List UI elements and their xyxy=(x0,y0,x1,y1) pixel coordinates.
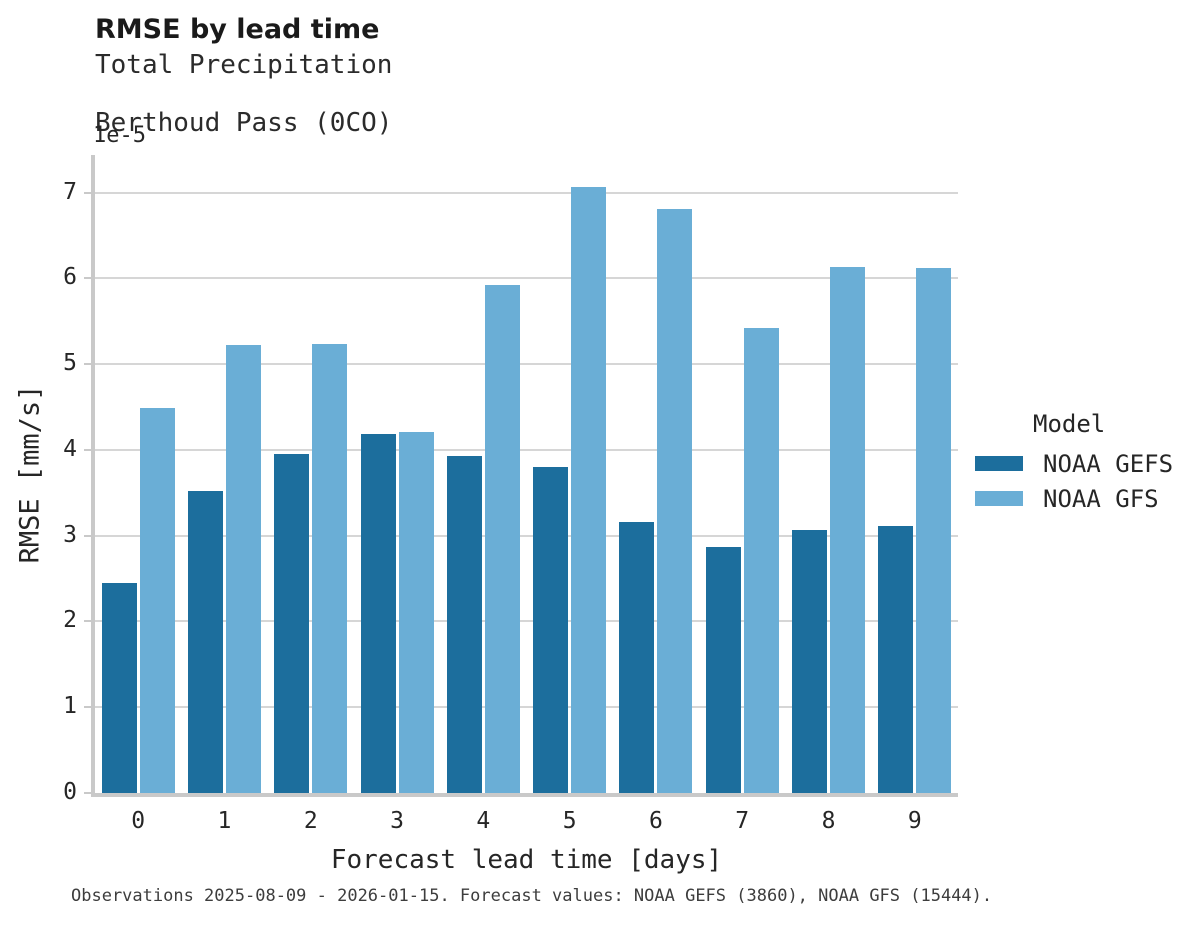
y-tick-mark-5 xyxy=(84,363,91,366)
legend-title: Model xyxy=(1033,410,1106,438)
bar-noaa-gefs-day-9 xyxy=(878,526,914,793)
plot-area: 0 1 2 3 4 5 6 7 0 1 2 3 4 5 6 7 8 9 xyxy=(63,155,958,834)
legend-entries: NOAA GEFS NOAA GFS xyxy=(975,449,1195,513)
bar-noaa-gfs-day-8 xyxy=(830,267,866,793)
bar-group-day-5 xyxy=(526,155,612,793)
y-tick-label-0: 0 xyxy=(63,779,77,805)
y-axis-offset-label: 1e-5 xyxy=(93,123,146,148)
legend-swatch xyxy=(975,491,1023,506)
bar-group-day-8 xyxy=(785,155,871,793)
x-tick-label-6: 6 xyxy=(649,808,663,834)
y-tick-mark-4 xyxy=(84,448,91,451)
bar-group-day-6 xyxy=(613,155,699,793)
y-tick-label-6: 6 xyxy=(63,264,77,291)
gridline-y1 xyxy=(95,706,958,709)
x-axis-label: Forecast lead time [days] xyxy=(330,845,723,875)
gridline-y6 xyxy=(95,277,958,280)
bar-noaa-gfs-day-3 xyxy=(398,431,434,793)
bar-noaa-gfs-day-6 xyxy=(657,209,693,793)
x-tick-label-8: 8 xyxy=(821,808,836,834)
chart-title: RMSE by lead time xyxy=(95,14,380,45)
gridline-y5 xyxy=(95,363,958,366)
chart-subtitle-line2: Berthoud Pass (0CO) xyxy=(95,108,393,138)
bar-noaa-gefs-day-4 xyxy=(446,456,482,793)
bar-group-day-2 xyxy=(268,155,354,793)
y-tick-mark-6 xyxy=(84,277,91,280)
bar-noaa-gfs-day-2 xyxy=(312,343,348,793)
y-axis-spine xyxy=(91,155,95,797)
y-tick-label-7: 7 xyxy=(63,178,77,205)
y-tick-mark-0 xyxy=(84,792,91,794)
legend-entry-noaa-gefs: NOAA GEFS xyxy=(975,449,1195,478)
bar-noaa-gfs-day-0 xyxy=(139,407,175,793)
bar-noaa-gefs-day-0 xyxy=(101,582,137,793)
y-tick-label-2: 2 xyxy=(63,607,77,634)
y-tick-mark-7 xyxy=(84,191,91,194)
x-tick-label-9: 9 xyxy=(907,808,922,834)
bar-group-day-4 xyxy=(440,155,526,793)
bar-noaa-gfs-day-7 xyxy=(743,328,779,793)
y-tick-label-1: 1 xyxy=(63,693,77,720)
y-tick-label-4: 4 xyxy=(63,435,77,462)
x-tick-label-0: 0 xyxy=(131,808,146,834)
y-tick-mark-1 xyxy=(84,706,91,709)
gridline-y7 xyxy=(95,191,958,194)
legend-entry-noaa-gfs: NOAA GFS xyxy=(975,484,1195,513)
bars xyxy=(95,155,958,793)
bar-group-day-9 xyxy=(872,155,958,793)
bar-noaa-gefs-day-8 xyxy=(792,529,828,793)
caption: Observations 2025-08-09 - 2026-01-15. Fo… xyxy=(71,886,993,906)
bar-noaa-gfs-day-9 xyxy=(916,268,952,793)
bar-noaa-gefs-day-6 xyxy=(619,522,655,793)
bar-noaa-gefs-day-7 xyxy=(705,546,741,793)
legend-swatch xyxy=(975,456,1023,471)
bar-noaa-gefs-day-1 xyxy=(187,491,223,793)
y-tick-mark-2 xyxy=(84,620,91,623)
chart-subtitle: Total Precipitation Berthoud Pass (0CO) xyxy=(95,51,392,138)
gridline-y4 xyxy=(95,448,958,451)
bar-group-day-1 xyxy=(181,155,267,793)
bar-group-day-3 xyxy=(354,155,440,793)
bar-group-day-7 xyxy=(699,155,785,793)
y-tick-mark-3 xyxy=(84,534,91,537)
x-tick-label-2: 2 xyxy=(303,808,318,834)
y-tick-label-5: 5 xyxy=(63,350,77,377)
bar-group-day-0 xyxy=(95,155,181,793)
gridline-y3 xyxy=(95,534,958,537)
bar-noaa-gfs-day-5 xyxy=(571,186,607,793)
bar-noaa-gfs-day-1 xyxy=(225,345,261,793)
bar-noaa-gefs-day-2 xyxy=(274,454,310,793)
legend-label: NOAA GEFS xyxy=(1043,449,1174,478)
legend: Model NOAA GEFS NOAA GFS xyxy=(975,410,1195,521)
x-tick-label-4: 4 xyxy=(476,808,491,834)
x-tick-label-5: 5 xyxy=(562,808,577,834)
x-tick-label-1: 1 xyxy=(217,808,232,834)
bar-noaa-gfs-day-4 xyxy=(484,284,520,793)
x-tick-label-7: 7 xyxy=(735,808,750,834)
x-tick-labels: 0 1 2 3 4 5 6 7 8 9 xyxy=(95,808,958,834)
y-tick-label-3: 3 xyxy=(63,521,77,548)
bar-noaa-gefs-day-5 xyxy=(533,467,569,793)
x-tick-label-3: 3 xyxy=(390,808,404,834)
legend-label: NOAA GFS xyxy=(1043,484,1159,513)
chart-subtitle-line1: Total Precipitation xyxy=(95,50,393,80)
x-axis-line xyxy=(91,793,958,797)
gridline-y2 xyxy=(95,620,958,623)
bar-noaa-gefs-day-3 xyxy=(360,433,396,793)
